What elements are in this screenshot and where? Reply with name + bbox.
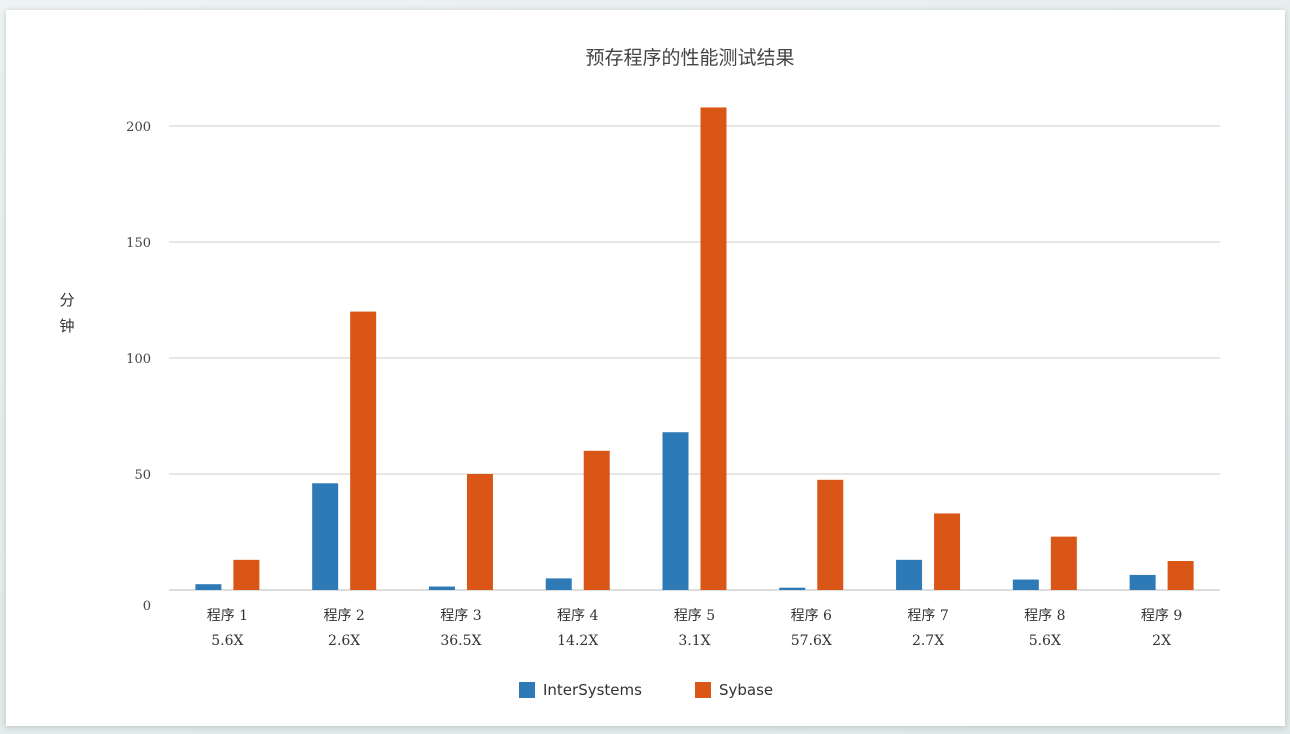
x-category-label: 程序 9 bbox=[1141, 608, 1182, 624]
bar-intersystems-7 bbox=[896, 559, 923, 590]
speedup-ratio-label: 14.2X bbox=[557, 633, 598, 649]
legend: InterSystems Sybase bbox=[519, 681, 773, 699]
x-category-label: 程序 4 bbox=[557, 608, 598, 624]
bar-intersystems-1 bbox=[195, 584, 222, 590]
speedup-ratio-label: 3.1X bbox=[678, 633, 710, 649]
y-tick-label: 0 bbox=[143, 599, 151, 614]
bar-intersystems-8 bbox=[1012, 579, 1039, 590]
speedup-ratio-label: 5.6X bbox=[1029, 633, 1061, 649]
bar-sybase-2 bbox=[350, 311, 377, 590]
bar-intersystems-6 bbox=[779, 587, 806, 590]
legend-label-intersystems: InterSystems bbox=[543, 681, 642, 699]
x-category-label: 程序 5 bbox=[674, 608, 715, 624]
speedup-ratio-label: 2X bbox=[1152, 633, 1171, 649]
speedup-ratio-label: 5.6X bbox=[211, 633, 243, 649]
y-axis-ticks: 0 50 100 150 200 bbox=[126, 120, 151, 614]
bar-intersystems-5 bbox=[662, 432, 689, 590]
chart-title: 预存程序的性能测试结果 bbox=[585, 47, 794, 69]
bar-sybase-6 bbox=[817, 479, 844, 590]
bar-chart: 预存程序的性能测试结果 分钟 0 50 100 150 200 程序 1 5.6X 程序 2… bbox=[59, 47, 1220, 699]
bar-sybase-9 bbox=[1167, 561, 1194, 590]
bar-sybase-3 bbox=[466, 474, 493, 590]
x-axis-labels: 程序 1 5.6X 程序 2 2.6X 程序 3 36.5X 程序 4 14.2X 程序 5 3.… bbox=[207, 608, 1183, 649]
x-category-label: 程序 2 bbox=[323, 608, 364, 624]
bar-intersystems-4 bbox=[545, 578, 572, 590]
legend-swatch-sybase bbox=[695, 682, 711, 698]
chart-card: 预存程序的性能测试结果 分钟 0 50 100 150 200 程序 1 5.6X 程序 2… bbox=[6, 10, 1285, 726]
gridlines bbox=[169, 125, 1220, 591]
y-tick-label: 50 bbox=[134, 468, 151, 483]
x-category-label: 程序 1 bbox=[207, 608, 248, 624]
y-axis-label: 分钟 bbox=[59, 291, 74, 335]
bar-sybase-1 bbox=[233, 559, 260, 590]
y-tick-label: 100 bbox=[126, 352, 151, 367]
speedup-ratio-label: 2.7X bbox=[912, 633, 944, 649]
x-category-label: 程序 8 bbox=[1024, 608, 1065, 624]
bar-sybase-7 bbox=[934, 513, 961, 590]
legend-label-sybase: Sybase bbox=[719, 681, 773, 699]
bar-sybase-8 bbox=[1050, 536, 1077, 590]
bar-intersystems-3 bbox=[428, 586, 455, 590]
x-category-label: 程序 7 bbox=[907, 608, 948, 624]
legend-swatch-intersystems bbox=[519, 682, 535, 698]
bar-intersystems-2 bbox=[312, 483, 339, 590]
bars bbox=[195, 107, 1194, 590]
x-category-label: 程序 6 bbox=[791, 608, 832, 624]
y-tick-label: 150 bbox=[126, 236, 151, 251]
y-tick-label: 200 bbox=[126, 120, 151, 135]
speedup-ratio-label: 36.5X bbox=[440, 633, 481, 649]
bar-intersystems-9 bbox=[1129, 574, 1156, 590]
y-axis-label-char: 钟 bbox=[59, 317, 74, 335]
bar-sybase-4 bbox=[583, 450, 610, 590]
speedup-ratio-label: 2.6X bbox=[328, 633, 360, 649]
y-axis-label-char: 分 bbox=[59, 291, 74, 309]
bar-sybase-5 bbox=[700, 107, 727, 590]
speedup-ratio-label: 57.6X bbox=[791, 633, 832, 649]
x-category-label: 程序 3 bbox=[440, 608, 481, 624]
